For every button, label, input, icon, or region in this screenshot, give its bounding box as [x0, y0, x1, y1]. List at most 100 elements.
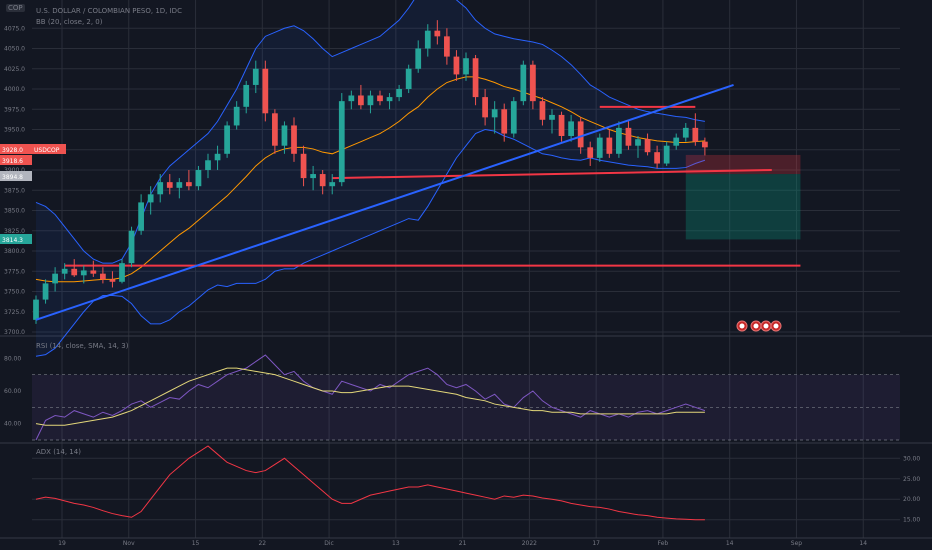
candle-body — [577, 121, 584, 148]
time-tick-label: 21 — [459, 540, 467, 547]
position-reward-zone — [685, 174, 801, 240]
candle-body — [119, 263, 125, 282]
rsi-ma-line — [35, 367, 705, 426]
candle-body — [348, 95, 355, 102]
price-tick-label: 3950.0 — [4, 127, 25, 134]
candle-body — [558, 114, 565, 136]
candle-body — [625, 127, 632, 146]
adx-indicator-label[interactable]: ADX (14, 14) — [36, 448, 81, 456]
price-tag-label: 3894.8 — [2, 174, 23, 181]
bb-indicator-label[interactable]: BB (20, close, 2, 0) — [36, 18, 103, 26]
price-tag-bg — [0, 155, 32, 165]
candle-body — [396, 89, 402, 98]
bb-lower-band — [35, 128, 706, 357]
time-tick-label: 14 — [726, 540, 734, 547]
candle-body — [71, 268, 78, 276]
candle-body — [195, 170, 202, 187]
candle-body — [682, 127, 689, 138]
candle-body — [444, 36, 450, 57]
time-tick-label: 2022 — [522, 540, 537, 547]
candle-body — [42, 283, 49, 300]
adx-tick-label: 15.00 — [903, 517, 920, 524]
price-tick-label: 3850.0 — [4, 208, 25, 215]
candle-body — [491, 109, 498, 118]
candle-body — [109, 279, 116, 282]
candle-body — [205, 160, 211, 170]
candle-body — [424, 30, 431, 49]
time-tick-label: Sep — [791, 540, 803, 547]
symbol-badge-text: COP — [6, 4, 25, 12]
candle-body — [530, 64, 536, 102]
candle-body — [214, 153, 221, 161]
rsi-tick-label: 80.00 — [4, 355, 21, 362]
candle-body — [596, 137, 603, 158]
candle-body — [90, 270, 97, 274]
candle-body — [358, 95, 364, 106]
candle-body — [377, 95, 383, 102]
candle-body — [702, 141, 708, 148]
candle-body — [434, 30, 441, 37]
price-tag-bg — [32, 144, 66, 154]
candle-body — [166, 182, 173, 188]
price-tick-label: 3725.0 — [4, 309, 25, 316]
candle-body — [338, 101, 345, 183]
candle-body — [100, 273, 106, 280]
candle-body — [128, 230, 135, 264]
candle-body — [663, 145, 670, 164]
time-tick-label: Nov — [123, 540, 135, 547]
adx-tick-label: 30.00 — [903, 455, 920, 462]
price-tick-label: 3900.0 — [4, 167, 25, 174]
candle-body — [472, 58, 479, 98]
candle-body — [692, 127, 699, 142]
economic-event-marker-core — [753, 323, 759, 329]
candle-body — [281, 125, 288, 146]
candle-body — [252, 68, 259, 85]
bb-upper-band — [35, 0, 705, 264]
candle-body — [319, 174, 326, 187]
candle-body — [386, 97, 393, 102]
candle-body — [644, 139, 651, 153]
price-tag-bg — [0, 234, 32, 244]
economic-event-marker-core — [763, 323, 769, 329]
price-tick-label: 4050.0 — [4, 46, 25, 53]
candle-body — [673, 137, 680, 146]
candle-body — [635, 139, 641, 146]
adx-tick-label: 25.00 — [903, 476, 920, 483]
rsi-tick-label: 60.00 — [4, 388, 21, 395]
rsi-indicator-label[interactable]: RSI (14, close, SMA, 14, 3) — [36, 342, 129, 350]
price-tick-label: 3875.0 — [4, 187, 25, 194]
symbol-badge[interactable]: COP — [6, 4, 25, 12]
price-tag-label: USDCOP — [34, 147, 60, 154]
candle-body — [415, 48, 422, 69]
candle-body — [463, 58, 469, 75]
time-tick-label: Feb — [658, 540, 669, 547]
price-tag-label: 3928.0 — [2, 147, 23, 154]
price-tick-label: 3775.0 — [4, 268, 25, 275]
candle-body — [224, 125, 230, 154]
candle-body — [310, 174, 316, 179]
adx-tick-label: 20.00 — [903, 496, 920, 503]
candle-body — [654, 152, 660, 164]
candle-body — [453, 56, 460, 75]
candle-body — [176, 182, 183, 188]
price-tick-label: 3700.0 — [4, 329, 25, 336]
candle-body — [300, 153, 307, 179]
candle-body — [616, 127, 622, 154]
candle-body — [243, 84, 250, 107]
candle-body — [262, 68, 269, 114]
price-tag-label: 3814.3 — [2, 237, 23, 244]
rsi-tick-label: 40.00 — [4, 421, 21, 428]
price-tag-label: 3918.6 — [2, 158, 23, 165]
candle-body — [568, 121, 574, 136]
candle-body — [405, 68, 412, 89]
candle-body — [233, 106, 240, 126]
candle-body — [587, 147, 594, 158]
candle-body — [329, 182, 336, 187]
candle-body — [33, 299, 39, 320]
price-tick-label: 3800.0 — [4, 248, 25, 255]
price-tag-bg — [0, 144, 32, 154]
position-risk-zone — [685, 154, 801, 175]
price-tick-label: 4000.0 — [4, 86, 25, 93]
price-tag-bg — [0, 171, 32, 181]
